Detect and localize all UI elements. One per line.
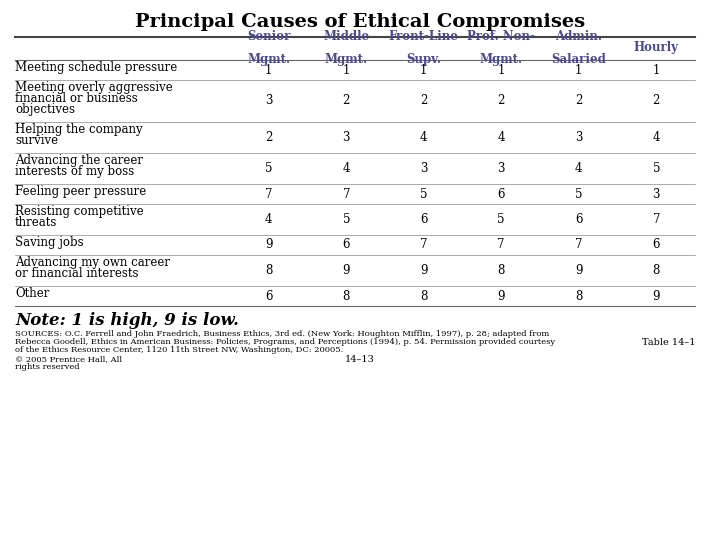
Text: 5: 5 [420, 187, 428, 200]
Text: objectives: objectives [15, 103, 75, 116]
Text: Mgmt.: Mgmt. [325, 53, 368, 66]
Text: 9: 9 [265, 239, 272, 252]
Text: 4: 4 [343, 162, 350, 175]
Text: 2: 2 [498, 94, 505, 107]
Text: Note: 1 is high, 9 is low.: Note: 1 is high, 9 is low. [15, 312, 239, 329]
Text: 1: 1 [420, 64, 428, 77]
Text: 3: 3 [265, 94, 272, 107]
Text: of the Ethics Resource Center, 1120 11th Street NW, Washington, DC: 20005.: of the Ethics Resource Center, 1120 11th… [15, 346, 343, 354]
Text: Other: Other [15, 287, 50, 300]
Text: 5: 5 [575, 187, 582, 200]
Text: 7: 7 [265, 187, 272, 200]
Text: 7: 7 [652, 213, 660, 226]
Text: © 2005 Prentice Hall, All: © 2005 Prentice Hall, All [15, 355, 122, 363]
Text: 5: 5 [265, 162, 272, 175]
Text: 8: 8 [498, 264, 505, 277]
Text: Saving jobs: Saving jobs [15, 237, 84, 249]
Text: 6: 6 [575, 213, 582, 226]
Text: rights reserved: rights reserved [15, 363, 80, 371]
Text: 3: 3 [420, 162, 428, 175]
Text: 7: 7 [420, 239, 428, 252]
Text: 3: 3 [575, 131, 582, 144]
Text: interests of my boss: interests of my boss [15, 165, 134, 178]
Text: 2: 2 [575, 94, 582, 107]
Text: 8: 8 [652, 264, 660, 277]
Text: 4: 4 [420, 131, 428, 144]
Text: Principal Causes of Ethical Compromises: Principal Causes of Ethical Compromises [135, 13, 585, 31]
Text: 8: 8 [420, 289, 428, 302]
Text: 1: 1 [652, 64, 660, 77]
Text: Rebecca Goodell, Ethics in American Business: Policies, Programs, and Perception: Rebecca Goodell, Ethics in American Busi… [15, 338, 555, 346]
Text: 3: 3 [652, 187, 660, 200]
Text: 6: 6 [343, 239, 350, 252]
Text: 9: 9 [420, 264, 428, 277]
Text: Feeling peer pressure: Feeling peer pressure [15, 185, 146, 198]
Text: Senior: Senior [247, 30, 290, 43]
Text: 9: 9 [343, 264, 350, 277]
Text: 6: 6 [265, 289, 272, 302]
Text: 3: 3 [498, 162, 505, 175]
Text: Helping the company: Helping the company [15, 123, 143, 136]
Text: 4: 4 [575, 162, 582, 175]
Text: 1: 1 [575, 64, 582, 77]
Text: 6: 6 [652, 239, 660, 252]
Text: 5: 5 [498, 213, 505, 226]
Text: 4: 4 [652, 131, 660, 144]
Text: Table 14–1: Table 14–1 [642, 338, 695, 347]
Text: 14–13: 14–13 [345, 355, 375, 364]
Text: 5: 5 [343, 213, 350, 226]
Text: Admin.: Admin. [555, 30, 602, 43]
Text: SOURCES: O.C. Ferrell and John Fraedrich, Business Ethics, 3rd ed. (New York: Ho: SOURCES: O.C. Ferrell and John Fraedrich… [15, 330, 549, 338]
Text: 9: 9 [652, 289, 660, 302]
Text: 2: 2 [420, 94, 428, 107]
Text: 1: 1 [265, 64, 272, 77]
Text: 1: 1 [343, 64, 350, 77]
Text: 8: 8 [265, 264, 272, 277]
Text: 2: 2 [652, 94, 660, 107]
Text: 9: 9 [575, 264, 582, 277]
Text: threats: threats [15, 217, 58, 230]
Text: 8: 8 [343, 289, 350, 302]
Text: Supv.: Supv. [406, 53, 441, 66]
Text: 5: 5 [652, 162, 660, 175]
Text: Front-Line: Front-Line [389, 30, 459, 43]
Text: Meeting overly aggressive: Meeting overly aggressive [15, 82, 173, 94]
Text: Meeting schedule pressure: Meeting schedule pressure [15, 62, 177, 75]
Text: Middle: Middle [323, 30, 369, 43]
Text: 3: 3 [343, 131, 350, 144]
Text: 7: 7 [498, 239, 505, 252]
Text: 2: 2 [343, 94, 350, 107]
Text: 4: 4 [265, 213, 272, 226]
Text: 1: 1 [498, 64, 505, 77]
Text: 6: 6 [498, 187, 505, 200]
Text: survive: survive [15, 134, 58, 147]
Text: 7: 7 [343, 187, 350, 200]
Text: 8: 8 [575, 289, 582, 302]
Text: or financial interests: or financial interests [15, 267, 138, 280]
Text: 6: 6 [420, 213, 428, 226]
Text: Hourly: Hourly [634, 42, 679, 55]
Text: 2: 2 [265, 131, 272, 144]
Text: Advancing my own career: Advancing my own career [15, 256, 170, 269]
Text: Advancing the career: Advancing the career [15, 154, 143, 167]
Text: 7: 7 [575, 239, 582, 252]
Text: 9: 9 [498, 289, 505, 302]
Text: Prof. Non-: Prof. Non- [467, 30, 535, 43]
Text: Mgmt.: Mgmt. [247, 53, 290, 66]
Text: Salaried: Salaried [552, 53, 606, 66]
Text: Mgmt.: Mgmt. [480, 53, 523, 66]
Text: financial or business: financial or business [15, 92, 138, 105]
Text: 4: 4 [498, 131, 505, 144]
Text: Resisting competitive: Resisting competitive [15, 205, 143, 218]
